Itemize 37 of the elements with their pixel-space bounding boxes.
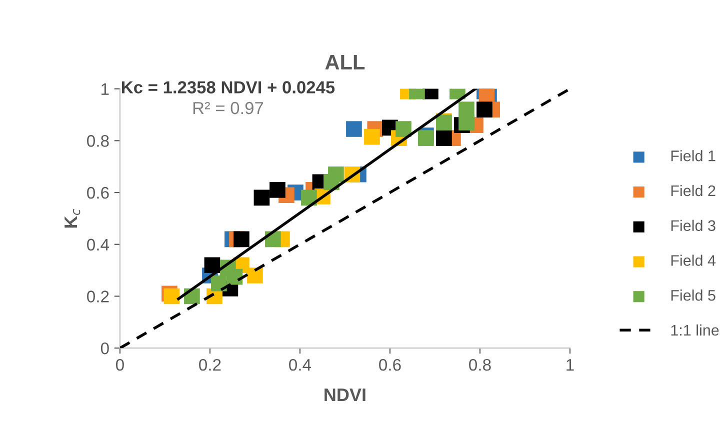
x-tick-label: 0.8 (469, 358, 491, 371)
legend-label: 1:1 line (671, 324, 719, 336)
point (301, 190, 317, 206)
legend-label: Field 2 (671, 184, 716, 196)
y-tick-label: 0 (100, 342, 109, 354)
y-tick-label: 0.2 (87, 290, 109, 302)
point (254, 190, 270, 206)
point (346, 121, 362, 137)
chart-title: ALL (325, 55, 365, 70)
point (204, 257, 220, 274)
point (458, 114, 474, 130)
x-tick-label: 0.2 (199, 358, 221, 371)
legend-label: Field 4 (671, 254, 716, 266)
x-axis-title: NDVI (324, 388, 366, 402)
x-tick-label: 1 (566, 359, 574, 371)
point (476, 102, 492, 118)
x-tick-label: 0.4 (289, 358, 312, 371)
y-tick-label: 0.8 (87, 135, 109, 147)
x-tick-label: 0.6 (379, 358, 401, 371)
point (364, 128, 380, 145)
point (247, 268, 263, 284)
annotation: R² = 0.97 (193, 102, 264, 114)
legend-label: Field 5 (671, 290, 716, 301)
point (234, 231, 250, 248)
point (396, 121, 412, 137)
y-axis-title: K$_{c}$ (64, 208, 80, 228)
x-tick-label: 0 (116, 358, 124, 371)
legend-label: Field 3 (671, 220, 716, 232)
annotation: Kc = 1.2358 NDVI + 0.0245 (122, 81, 335, 94)
y-tick-label: 0.6 (87, 186, 109, 199)
point (270, 182, 286, 198)
y-tick-label: 1 (102, 83, 109, 95)
point (436, 130, 452, 146)
point (328, 166, 344, 182)
legend-label: Field 1 (671, 150, 716, 162)
point (211, 275, 227, 292)
y-tick-label: 0.4 (87, 238, 110, 251)
